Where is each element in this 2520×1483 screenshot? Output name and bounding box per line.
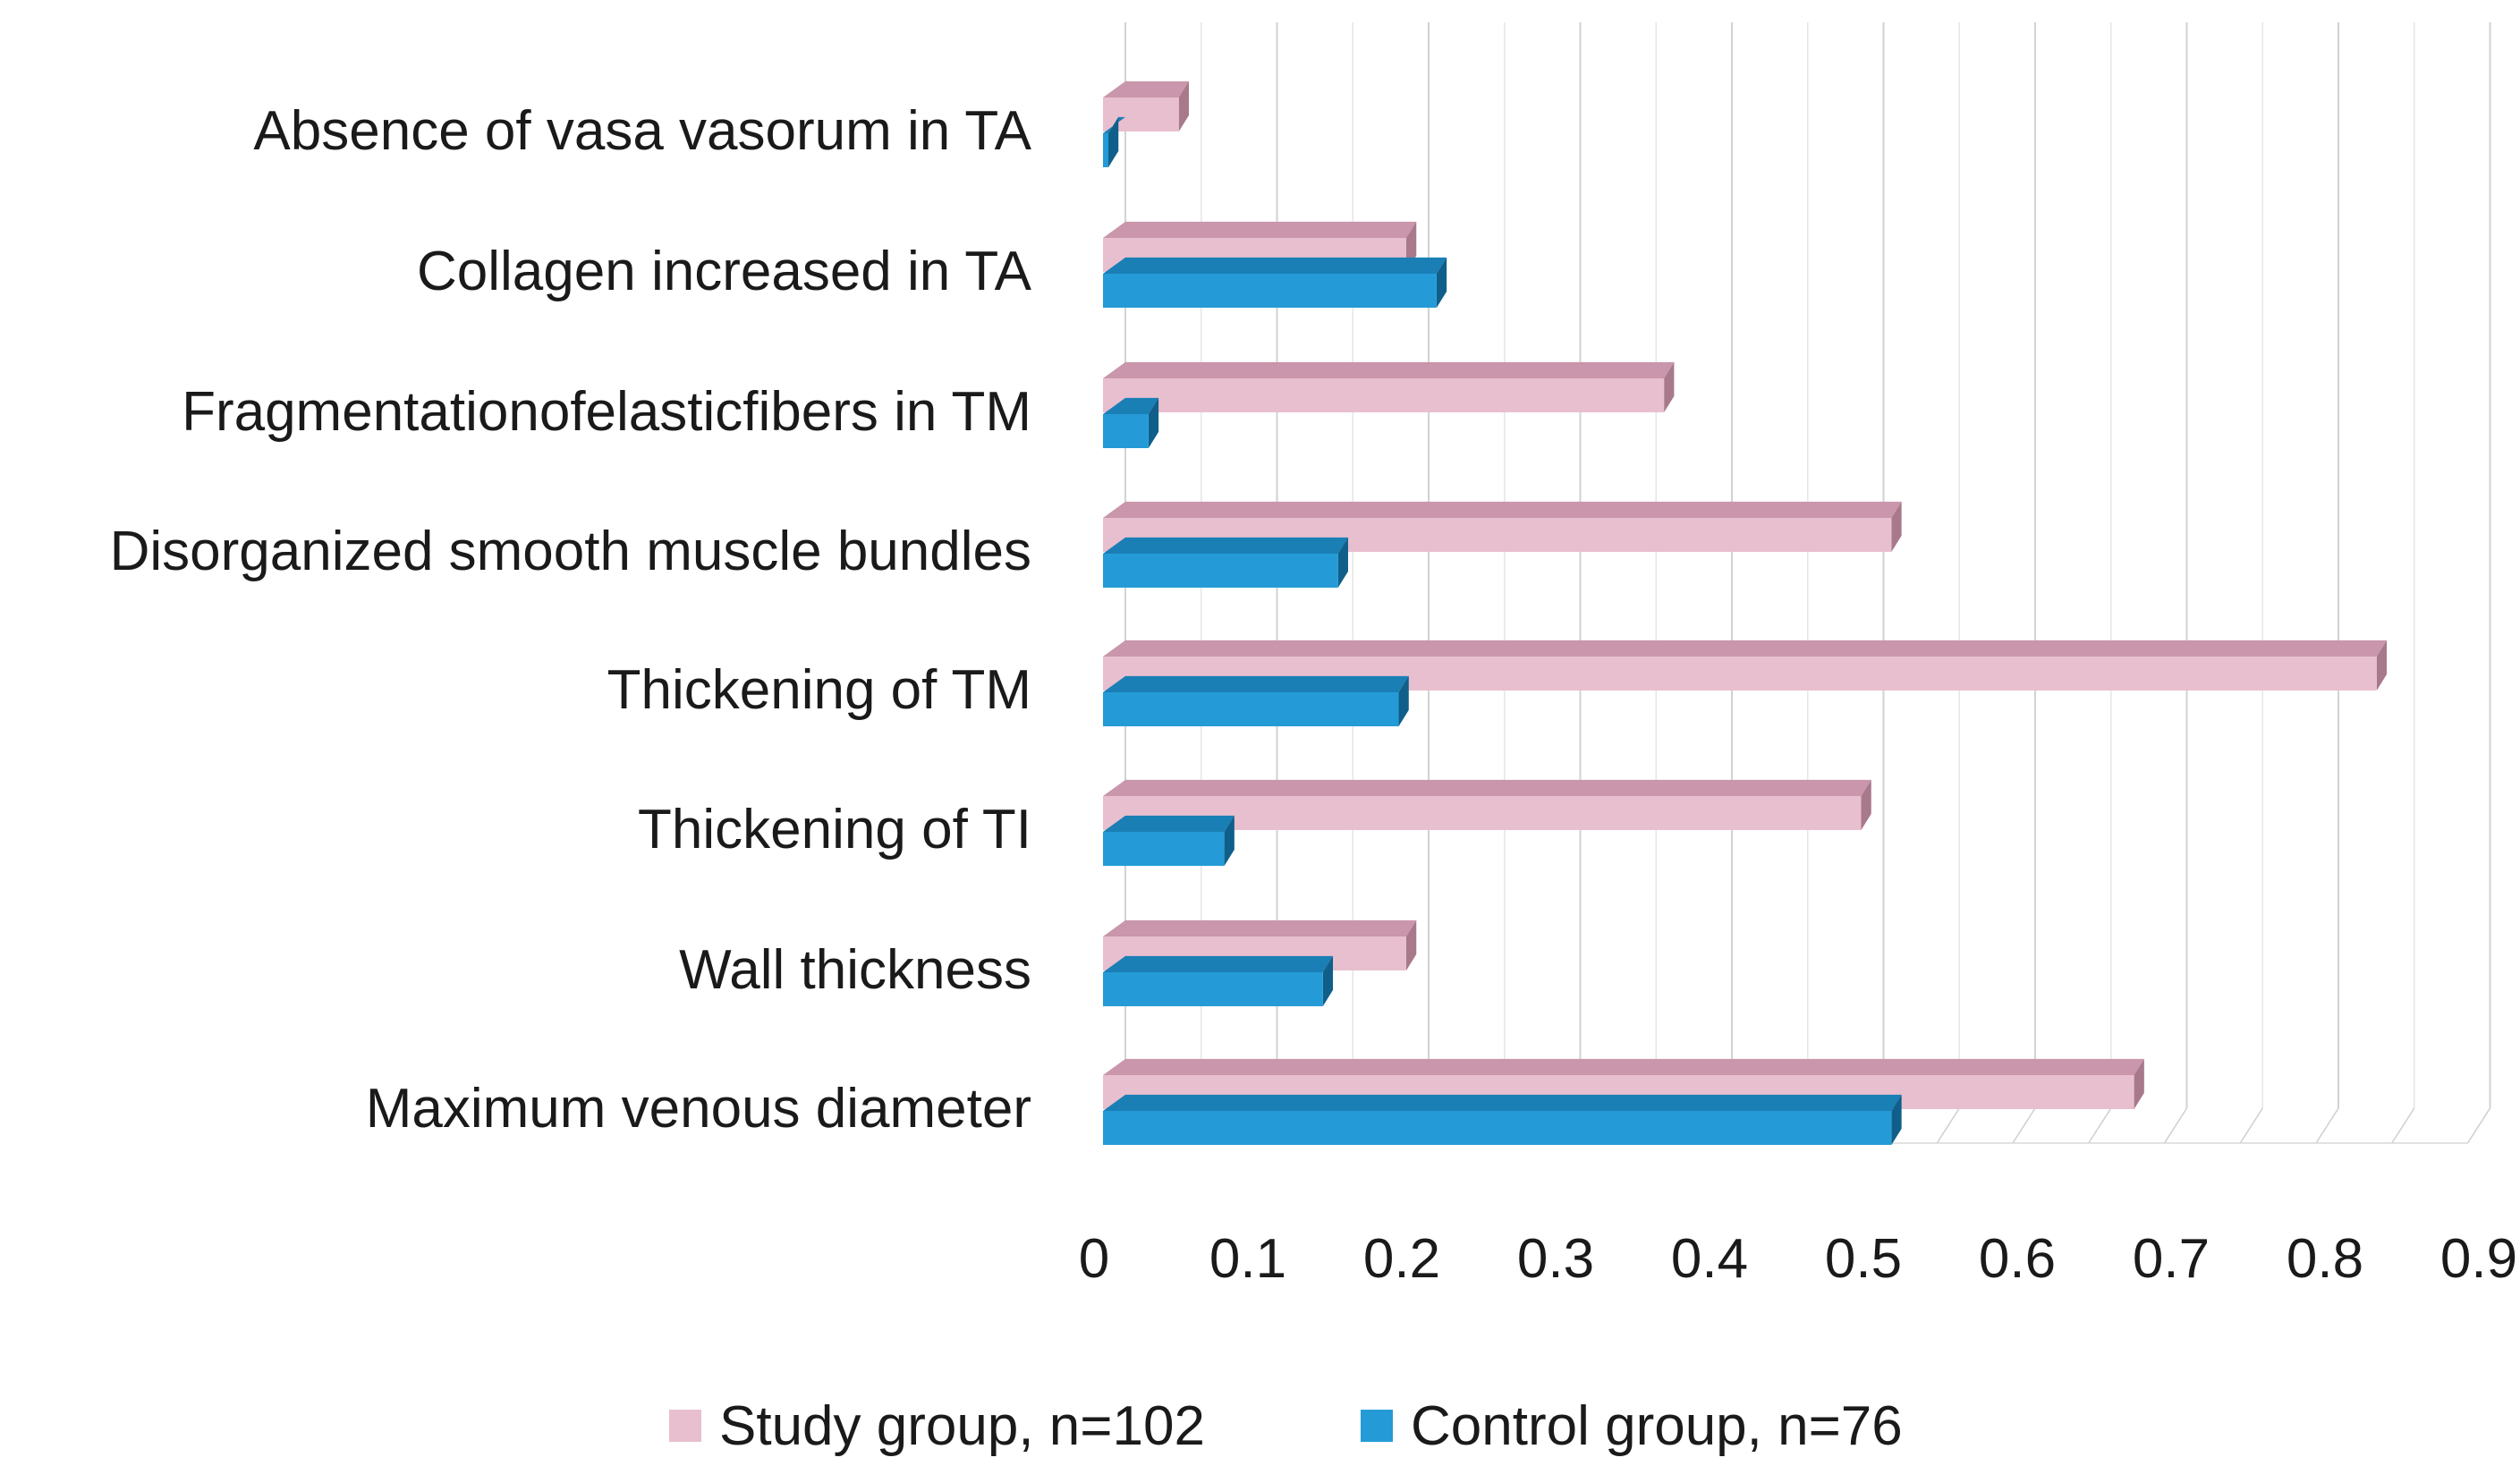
bar-top-face [1103,955,1334,972]
bar-front-face [1103,274,1437,308]
bar [1103,397,1159,448]
bar [1103,257,1447,308]
bar-side-face [1861,779,1871,830]
category-labels: Absence of vasa vasorum in TA Collagen in… [110,100,1032,1140]
x-tick-label: 0.2 [1363,1228,1440,1290]
x-tick-label: 0.7 [2133,1228,2210,1290]
x-tick-label: 0.8 [2287,1228,2363,1290]
bar-front-face [1103,414,1149,448]
bar-top-face [1103,779,1871,796]
bar-side-face [1178,81,1189,131]
legend: Study group, n=102 Control group, n=76 [669,1395,1903,1457]
floor-line [2163,1107,2188,1144]
legend-label-control: Control group, n=76 [1411,1395,1903,1457]
bar-front-face [1103,133,1108,167]
bar-side-face [1148,397,1159,448]
bar-side-face [1891,1094,1902,1145]
bar-top-face [1103,257,1447,274]
category-label: Absence of vasa vasorum in TA [253,100,1031,162]
bars [1103,81,2388,1145]
bar-front-face [1103,378,1665,412]
bar [1103,361,1675,412]
x-tick-label: 0.6 [1979,1228,2056,1290]
bar [1103,955,1334,1006]
floor-line [2466,1107,2491,1144]
category-label: Thickening of TM [607,659,1031,721]
floor-line [2391,1107,2415,1144]
bar-top-face [1103,1094,1902,1111]
category-label: Collagen increased in TA [417,241,1032,302]
bar-top-face [1103,361,1675,378]
x-tick-label: 0.5 [1825,1228,1902,1290]
x-tick-label: 0.4 [1671,1228,1748,1290]
bar [1103,640,2388,691]
floor-line [2012,1107,2036,1144]
bar-side-face [1322,955,1334,1006]
bar-side-face [1398,675,1409,726]
x-tick-label: 0.9 [2440,1228,2517,1290]
category-label: Fragmentationofelasticfibers in TM [182,381,1031,443]
bar [1103,675,1409,726]
category-label: Thickening of TI [638,799,1031,860]
bar-top-face [1103,501,1902,518]
gridlines [1124,22,2491,1108]
x-tick-label: 0.1 [1209,1228,1286,1290]
bar-side-face [1891,501,1902,552]
bar-top-face [1103,397,1159,414]
x-tick-label: 0 [1079,1228,1109,1290]
bar [1103,1094,1902,1145]
x-tick-label: 0.3 [1517,1228,1594,1290]
bar-side-face [2134,1058,2144,1109]
floor-line [2088,1107,2112,1144]
bar-top-face [1103,537,1348,554]
bar-top-face [1103,675,1409,692]
bar [1103,779,1871,830]
floor-line [2239,1107,2263,1144]
category-label: Wall thickness [679,939,1031,1001]
floor-line [1936,1107,1960,1144]
bar-side-face [2376,640,2388,691]
bar [1103,815,1235,866]
legend-label-study: Study group, n=102 [719,1395,1205,1457]
bar-front-face [1103,972,1323,1006]
legend-swatch-control [1361,1410,1393,1442]
floor-line [2315,1107,2339,1144]
bar-top-face [1103,221,1417,238]
bar [1103,81,1189,131]
bar-top-face [1103,640,2388,657]
bar-side-face [1406,919,1417,970]
bar-side-face [1108,116,1119,167]
x-axis-ticks: 0 0.1 0.2 0.3 0.4 0.5 0.6 0.7 0.8 0.9 [1079,1228,2517,1290]
bar [1103,537,1348,588]
bar-top-face [1103,919,1417,936]
bar-side-face [1337,537,1348,588]
bar-front-face [1103,832,1225,866]
bar-top-face [1103,81,1189,97]
bar-front-face [1103,692,1399,726]
bar-side-face [1224,815,1235,866]
bar-front-face [1103,554,1338,588]
bar-side-face [1436,257,1447,308]
legend-swatch-study [669,1410,701,1442]
bar [1103,116,1125,167]
bar-side-face [1664,361,1675,412]
bar-top-face [1103,815,1235,832]
category-label: Disorganized smooth muscle bundles [110,521,1031,582]
bar-top-face [1103,1058,2144,1075]
bar-front-face [1103,1111,1892,1145]
category-label: Maximum venous diameter [366,1078,1031,1140]
